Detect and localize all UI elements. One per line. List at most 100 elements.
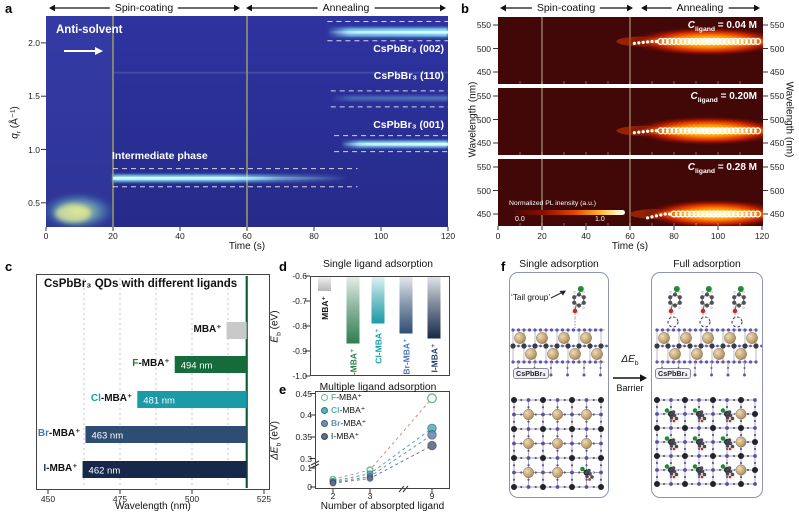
chart-shape — [534, 456, 537, 460]
chart-shape — [570, 412, 574, 417]
chart-shape — [520, 427, 523, 431]
bar-category-label: I-MBA⁺ — [43, 463, 78, 474]
pl-peak-circle — [745, 210, 753, 218]
pl-peak-dot — [663, 212, 667, 216]
barrier-arrow-head — [640, 374, 647, 382]
chart-shape — [735, 436, 747, 448]
chart-shape — [676, 398, 680, 402]
chart-shape — [533, 328, 537, 332]
chart-shape — [669, 433, 673, 437]
chart-shape — [710, 453, 716, 459]
pl-peak-circle — [692, 127, 700, 135]
chart-shape — [592, 471, 594, 474]
chart-shape — [560, 328, 565, 332]
stage-arrow-head-right — [440, 4, 446, 12]
chart-shape — [585, 435, 588, 438]
chart-shape — [725, 482, 729, 486]
chart-shape — [746, 454, 750, 458]
chart-shape — [730, 472, 735, 477]
chart-shape — [753, 398, 757, 402]
chart-shape — [662, 468, 666, 472]
pl-peak-circle — [661, 127, 669, 135]
pl-peak-circle — [754, 37, 762, 45]
panel-c-xtick: 500 — [184, 494, 200, 504]
chart-shape — [556, 435, 559, 438]
chart-shape — [732, 295, 737, 300]
chart-shape — [743, 367, 746, 369]
pl-peak-circle — [710, 127, 718, 135]
chart-shape — [578, 413, 581, 416]
chart-shape — [694, 344, 697, 348]
panel-c-x-axis-label: Wavelength (nm) — [115, 501, 191, 512]
chart-shape — [727, 410, 732, 414]
chart-shape — [664, 408, 670, 413]
chart-shape — [752, 439, 758, 445]
chart-shape — [527, 449, 530, 452]
panel-b-ytick-right: 500 — [770, 43, 785, 54]
chart-shape — [588, 360, 592, 364]
pl-peak-circle — [740, 37, 748, 45]
pl-peak-circle — [657, 127, 665, 135]
pl-heatmap-subpanel — [519, 17, 763, 84]
panel-b-xtick: 100 — [710, 231, 726, 241]
pl-peak-circle — [710, 210, 718, 218]
panel-e-ytick: 0.1 — [300, 463, 312, 473]
chart-shape — [690, 440, 694, 444]
chart-shape — [669, 419, 673, 423]
panel-d-ytick: -0.8 — [292, 321, 307, 331]
chart-shape — [731, 343, 737, 349]
pl-peak-circle — [692, 37, 700, 45]
pl-peak-circle — [749, 127, 757, 135]
pl-peak-circle — [688, 37, 696, 45]
colorbar-label: Normalized PL inensity (a.u.) — [509, 200, 597, 207]
chart-shape — [661, 344, 664, 348]
chart-shape — [654, 481, 660, 487]
pl-peak-circle — [696, 127, 704, 135]
chart-shape — [669, 398, 673, 402]
pl-peak-circle — [674, 127, 682, 135]
chart-shape — [702, 332, 714, 344]
pl-heatmap-subpanel — [519, 88, 763, 155]
pl-peak-circle — [714, 210, 722, 218]
chart-shape — [588, 328, 592, 332]
panel-f-left-frame — [509, 272, 609, 498]
chart-shape — [578, 471, 581, 474]
chart-shape — [709, 295, 714, 300]
chart-shape — [599, 328, 603, 332]
chart-shape — [549, 456, 552, 460]
stage-arrow-head-left — [246, 4, 252, 12]
pl-peak-dot — [646, 40, 650, 44]
pl-peak-circle — [727, 127, 735, 135]
chart-shape — [577, 286, 584, 292]
chart-shape — [527, 435, 530, 438]
chart-shape — [555, 328, 559, 332]
chart-shape — [697, 426, 701, 430]
chart-shape — [672, 475, 676, 479]
bar-category-label-rotated: I-MBA⁺ — [430, 344, 440, 373]
colorbar-min: 0.0 — [515, 216, 525, 223]
chart-shape — [711, 405, 715, 409]
chart-shape — [676, 343, 682, 349]
chart-shape — [720, 343, 726, 349]
chart-shape — [669, 416, 674, 420]
pl-peak-circle — [705, 210, 713, 218]
chart-shape — [526, 398, 531, 402]
chart-shape — [746, 468, 750, 472]
chart-shape — [527, 360, 532, 364]
chart-shape — [727, 466, 732, 470]
chart-shape — [512, 470, 516, 475]
panel-a-ytick: 2.0 — [28, 37, 40, 48]
bar-value-label: 481 nm — [143, 396, 175, 407]
chart-shape — [732, 454, 736, 458]
stage-arrow-head-right — [627, 4, 633, 12]
chart-shape — [598, 455, 604, 461]
scatter-point — [427, 430, 437, 440]
chart-shape — [704, 398, 708, 402]
chart-shape — [522, 360, 526, 364]
chart-shape — [572, 295, 577, 300]
chart-shape — [705, 286, 712, 292]
chart-shape — [552, 409, 563, 420]
chart-shape — [718, 426, 722, 430]
chart-shape — [555, 427, 560, 431]
chart-shape — [599, 412, 603, 417]
